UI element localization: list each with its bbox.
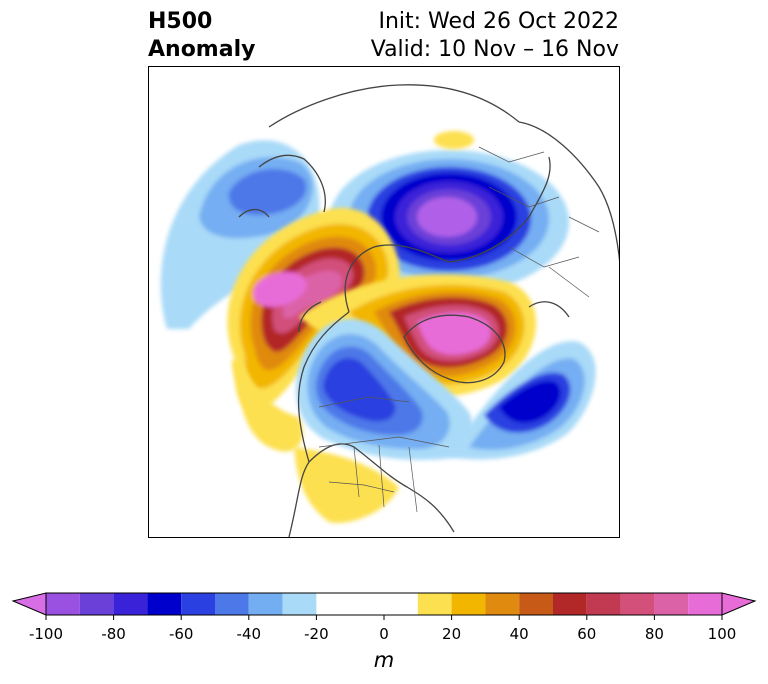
ridge-siberia-small bbox=[434, 131, 474, 149]
colorbar-tick-label: 0 bbox=[379, 625, 389, 643]
colorbar-segment bbox=[113, 593, 148, 615]
colorbar-segment bbox=[316, 593, 351, 615]
colorbar-segment bbox=[215, 593, 249, 615]
colorbar-tick-label: -80 bbox=[101, 625, 126, 643]
title-line-1: H500 bbox=[148, 9, 213, 34]
colorbar-extend-low bbox=[11, 592, 47, 616]
map-panel bbox=[148, 66, 620, 538]
colorbar-tick-label: -100 bbox=[28, 625, 64, 643]
colorbar-tick-marks bbox=[45, 615, 723, 620]
colorbar-tick-label: 40 bbox=[509, 625, 529, 643]
colorbar-units-label: m bbox=[373, 648, 395, 672]
colorbar-segment bbox=[46, 593, 80, 615]
colorbar-segments bbox=[46, 593, 722, 615]
ridge-southern-usa bbox=[294, 447, 399, 523]
map-title: H500 Anomaly bbox=[148, 8, 255, 64]
colorbar-segment bbox=[553, 593, 587, 615]
init-date-label: Init: Wed 26 Oct 2022 bbox=[378, 9, 619, 34]
trough-central-canada bbox=[296, 318, 473, 460]
colorbar-tick-label: -40 bbox=[236, 625, 262, 643]
colorbar-segment bbox=[248, 593, 283, 615]
colorbar-tick-label: 60 bbox=[577, 625, 597, 643]
colorbar-tick-label: 20 bbox=[442, 625, 462, 643]
colorbar-segment bbox=[451, 593, 486, 615]
political-borders bbox=[318, 146, 600, 513]
trough-north-atlantic bbox=[449, 341, 596, 460]
colorbar-segment bbox=[654, 593, 689, 615]
colorbar-extend-high bbox=[721, 592, 757, 616]
colorbar-segment bbox=[282, 593, 317, 615]
colorbar-tick-label: -20 bbox=[304, 625, 329, 643]
map-dates: Init: Wed 26 Oct 2022 Valid: 10 Nov – 16… bbox=[371, 8, 619, 64]
colorbar-tick-label: -60 bbox=[168, 625, 194, 643]
colorbar-segment bbox=[181, 593, 215, 615]
colorbar-segment bbox=[519, 593, 553, 615]
colorbar-segment bbox=[350, 593, 418, 615]
trough-north-pacific bbox=[160, 140, 320, 329]
colorbar-tick-label: 100 bbox=[707, 625, 737, 643]
valid-date-label: Valid: 10 Nov – 16 Nov bbox=[370, 37, 619, 62]
title-line-2: Anomaly bbox=[148, 37, 256, 62]
colorbar-segment bbox=[147, 593, 182, 615]
colorbar-segment bbox=[586, 593, 621, 615]
colorbar-segment bbox=[485, 593, 520, 615]
anomaly-map bbox=[160, 84, 619, 537]
colorbar-segment bbox=[688, 593, 722, 615]
colorbar bbox=[11, 592, 757, 620]
ridge-east-pacific bbox=[232, 358, 303, 452]
colorbar-segment bbox=[79, 593, 114, 615]
colorbar-segment bbox=[620, 593, 655, 615]
colorbar-tick-label: 80 bbox=[644, 625, 664, 643]
colorbar-segment bbox=[417, 593, 452, 615]
